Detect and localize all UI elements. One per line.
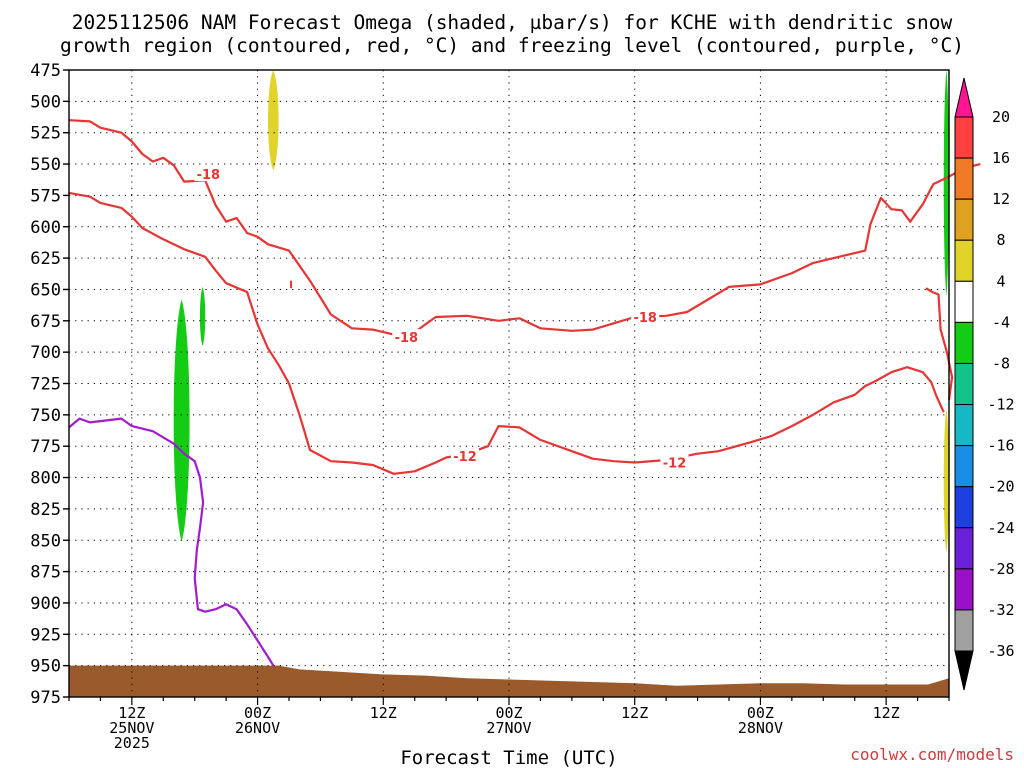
colorbar-box-12 [954,568,974,611]
x-tick-label-6-0: 12Z [118,704,145,722]
colorbar-box-4 [954,239,974,282]
chart-title-line1: 2025112506 NAM Forecast Omega (shaded, µ… [72,11,953,34]
x-tick-label-18-0: 00Z [244,704,271,722]
contour-label-bg [194,166,223,182]
colorbar-label-9: -20 [987,478,1014,496]
contour-label-bg [631,309,660,325]
terrain-fill [69,665,949,697]
colorbar-label-13: -36 [987,642,1014,660]
credit-text[interactable]: coolwx.com/models [850,745,1014,764]
x-tick-label-42-1: 27NOV [486,719,531,737]
y-tick-label-650: 650 [30,280,61,300]
x-tick-label-42-0: 00Z [495,704,522,722]
colorbar: 20 16 12 8 4 -4 -8 -12 -16 -20 -24 -28 -32 -36 [954,77,1015,691]
y-tick-label-500: 500 [30,92,61,112]
contour-label-12-c-contour-1: -12 [453,450,477,465]
terrain-layer [69,665,949,697]
colorbar-label-1: 16 [992,149,1010,167]
colorbar-box-1 [954,116,974,159]
y-tick-label-900: 900 [30,594,61,614]
omega-shading [173,70,950,553]
colorbar-box-8 [954,404,974,447]
y-tick-label-625: 625 [30,249,61,269]
colorbar-label-6: -8 [992,354,1010,372]
colorbar-box-6 [954,321,974,364]
y-tick-label-700: 700 [30,343,61,363]
omega-shade-4 [943,70,950,296]
contour-label-bg [451,448,479,464]
x-tick-label-54-0: 12Z [621,704,648,722]
x-tick-label-66-0: 00Z [747,704,774,722]
x-tick-label-6-2: 2025 [114,734,150,752]
contour-label-bg [392,329,421,345]
x-axis-title: Forecast Time (UTC) [400,747,617,768]
colorbar-label-5: -4 [992,313,1010,331]
y-tick-label-475: 475 [30,61,61,81]
colorbar-label-8: -16 [987,437,1014,455]
colorbar-label-3: 8 [996,231,1005,249]
x-tick-label-66-1: 28NOV [738,719,783,737]
y-tick-label-525: 525 [30,124,61,144]
y-tick-label-800: 800 [30,469,61,489]
colorbar-bottom-arrow [954,650,974,691]
colorbar-label-0: 20 [992,108,1010,126]
contour-label-18-c-contour-3: -18 [633,311,657,326]
y-tick-label-550: 550 [30,155,61,175]
x-tick-label-6-1: 25NOV [109,719,154,737]
y-tick-label-750: 750 [30,406,61,426]
y-tick-label-825: 825 [30,500,61,520]
colorbar-box-11 [954,527,974,570]
colorbar-label-7: -12 [987,396,1014,414]
colorbar-box-13 [954,609,974,652]
colorbar-label-11: -28 [987,560,1014,578]
y-tick-label-950: 950 [30,657,61,677]
y-tick-label-675: 675 [30,312,61,332]
omega-shade-5 [943,408,950,553]
colorbar-label-10: -24 [987,519,1014,537]
omega-shade-2 [173,299,190,542]
x-tick-label-30-0: 12Z [370,704,397,722]
y-tick-label-725: 725 [30,375,61,395]
contour-18-c-contour [68,119,981,336]
colorbar-box-2 [954,157,974,200]
gridlines [69,70,949,697]
colorbar-box-9 [954,445,974,488]
colorbar-top-arrow [954,77,974,118]
y-tick-label-850: 850 [30,531,61,551]
y-tick-label-975: 975 [30,688,61,708]
y-tick-label-875: 875 [30,563,61,583]
contour-label-18-c-contour-2: -18 [395,331,419,346]
contour-12-c-contour-small-segment [925,287,954,400]
x-tick-label-78-0: 12Z [873,704,900,722]
x-tick-label-18-1: 26NOV [235,719,280,737]
colorbar-label-4: 4 [996,272,1005,290]
colorbar-box-10 [954,486,974,529]
contour-label-12-c-contour-2: -12 [663,457,687,472]
omega-shade-3 [199,286,206,346]
contour-12-c-contour [68,191,945,475]
colorbar-label-2: 12 [992,190,1010,208]
colorbar-box-7 [954,362,974,406]
colorbar-label-12: -32 [987,601,1014,619]
y-tick-label-600: 600 [30,218,61,238]
chart-title-line2: growth region (contoured, red, °C) and f… [60,34,964,57]
contour-freezing-level-0-c [68,417,275,667]
contour-label-bg [660,454,689,470]
temperature-contours: -18 -18 -18 -12 -12 [68,119,981,667]
y-tick-label-775: 775 [30,437,61,457]
contour-label-18-c-contour-1: -18 [197,168,221,183]
colorbar-box-3 [954,198,974,241]
y-tick-label-575: 575 [30,186,61,206]
omega-shade-1 [267,70,279,171]
y-axis-ticks: 475 500 525 550 575 600 625 650 675 700 725 750 775 8… [30,61,69,708]
y-tick-label-925: 925 [30,625,61,645]
colorbar-box-5 [954,280,974,323]
